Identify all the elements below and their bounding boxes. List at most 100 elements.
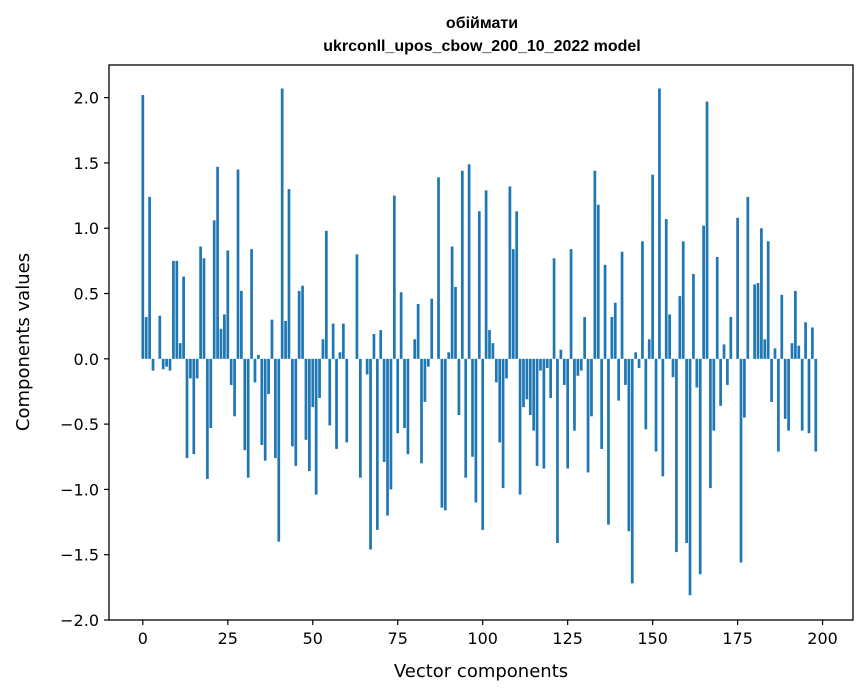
bar-75 <box>396 358 400 434</box>
bar-13 <box>185 358 189 459</box>
bar-111 <box>518 358 522 495</box>
bar-146 <box>637 358 641 368</box>
bar-180 <box>753 284 756 359</box>
bar-183 <box>763 339 767 359</box>
bar-49 <box>308 358 311 472</box>
bar-76 <box>399 292 403 359</box>
y-tick-label: −0.5 <box>60 415 99 434</box>
bar-33 <box>253 358 257 383</box>
bar-110 <box>515 211 519 359</box>
bar-32 <box>250 249 253 359</box>
bar-158 <box>678 296 682 359</box>
bar-135 <box>600 358 604 449</box>
bar-98 <box>474 358 478 503</box>
plot-frame <box>108 64 854 621</box>
bar-160 <box>685 358 688 543</box>
x-axis-ticks: 0 25 50 75 100 125 150 175 200 <box>138 620 838 648</box>
bar-14 <box>189 358 192 379</box>
bar-52 <box>318 358 321 398</box>
bar-45 <box>294 358 298 466</box>
bar-197 <box>811 327 814 359</box>
bar-63 <box>355 254 359 359</box>
chart-title: обіймати <box>446 15 518 32</box>
bar-56 <box>331 323 335 359</box>
bar-153 <box>661 358 665 477</box>
bar-157 <box>675 358 678 553</box>
bar-27 <box>233 358 236 417</box>
bar-58 <box>338 352 342 359</box>
bar-190 <box>787 358 790 431</box>
bar-198 <box>814 358 818 452</box>
bar-162 <box>692 273 695 359</box>
bar-163 <box>695 358 699 388</box>
bar-122 <box>556 358 559 543</box>
bar-88 <box>440 358 444 508</box>
bar-20 <box>209 358 213 429</box>
bar-93 <box>457 358 461 415</box>
bar-154 <box>664 219 668 359</box>
bar-51 <box>314 358 318 495</box>
bar-186 <box>773 348 777 359</box>
bar-121 <box>552 258 556 359</box>
bar-97 <box>471 358 474 457</box>
bar-149 <box>647 339 651 359</box>
bar-38 <box>270 319 274 359</box>
bar-94 <box>460 170 464 359</box>
bar-136 <box>603 264 607 359</box>
bar-181 <box>756 283 760 359</box>
y-tick-label: 0.5 <box>74 285 99 304</box>
bar-109 <box>511 249 515 359</box>
bar-31 <box>246 358 250 478</box>
bar-140 <box>617 358 621 401</box>
bar-53 <box>321 339 325 359</box>
bar-128 <box>576 358 580 376</box>
bar-159 <box>681 241 685 359</box>
bar-118 <box>542 358 546 469</box>
bar-73 <box>389 358 393 490</box>
bar-124 <box>562 358 566 385</box>
bar-164 <box>698 358 702 575</box>
bar-26 <box>229 358 233 385</box>
y-tick-label: −2.0 <box>60 611 99 630</box>
bar-132 <box>590 358 593 417</box>
bar-175 <box>736 217 739 359</box>
x-tick-label: 0 <box>138 629 148 648</box>
bar-165 <box>702 225 705 359</box>
bar-100 <box>481 358 485 530</box>
bar-60 <box>345 358 349 443</box>
bar-130 <box>583 317 587 359</box>
bar-189 <box>783 358 787 419</box>
bar-18 <box>202 258 206 359</box>
bar-108 <box>508 186 512 359</box>
bar-192 <box>794 290 797 359</box>
bar-2 <box>148 196 151 359</box>
bar-23 <box>219 328 223 359</box>
bar-43 <box>287 189 291 359</box>
bar-55 <box>328 358 332 426</box>
bar-96 <box>467 164 471 359</box>
bar-71 <box>382 358 386 462</box>
bar-195 <box>804 322 807 359</box>
bar-90 <box>447 352 451 359</box>
bar-82 <box>420 358 423 464</box>
bar-184 <box>766 241 770 359</box>
bar-137 <box>607 358 610 525</box>
bar-144 <box>630 358 634 584</box>
bar-170 <box>719 358 722 406</box>
bar-126 <box>569 249 573 359</box>
bar-42 <box>284 320 287 359</box>
bar-3 <box>151 358 155 371</box>
bar-35 <box>260 358 264 446</box>
bar-177 <box>743 358 746 418</box>
y-tick-label: −1.0 <box>60 480 99 499</box>
bar-91 <box>450 246 454 359</box>
bar-151 <box>654 358 658 452</box>
bar-10 <box>175 260 179 359</box>
bar-187 <box>777 358 780 452</box>
bars-group <box>141 88 818 596</box>
y-tick-label: 2.0 <box>74 89 99 108</box>
bar-107 <box>505 358 508 379</box>
bar-40 <box>277 358 281 542</box>
bar-166 <box>705 101 709 359</box>
x-tick-label: 175 <box>722 629 753 648</box>
